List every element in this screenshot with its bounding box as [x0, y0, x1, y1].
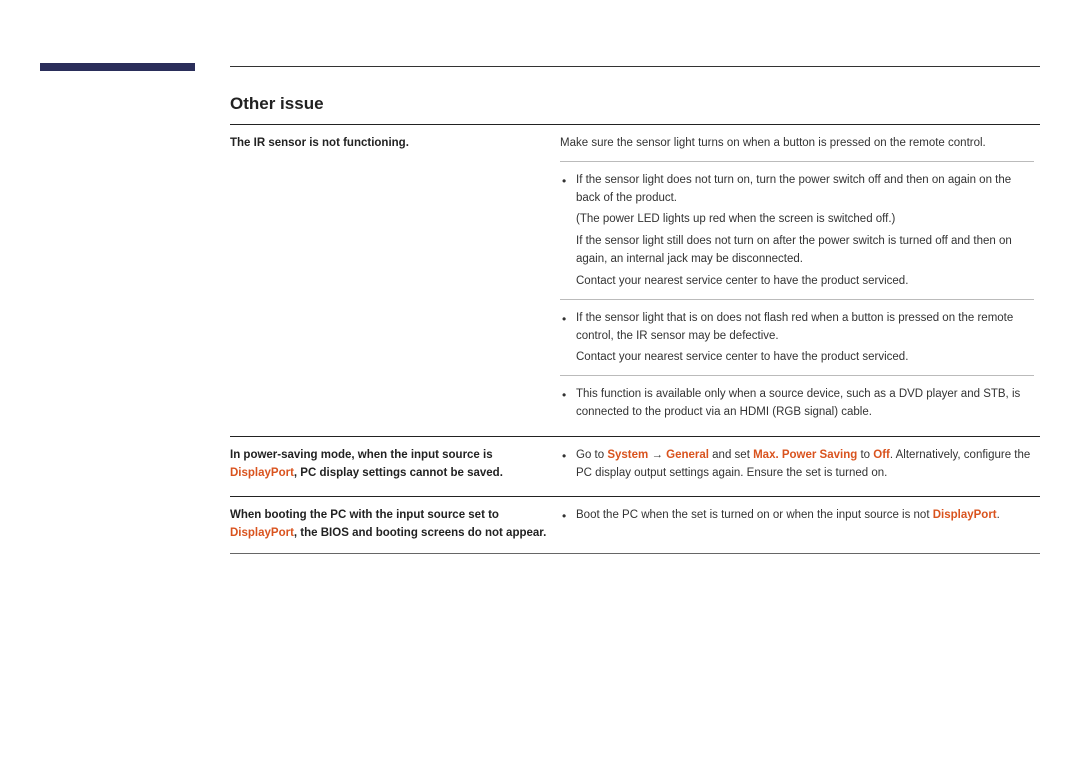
issue-label: The IR sensor is not functioning.: [230, 125, 560, 437]
label-text: In power-saving mode, when the input sou…: [230, 449, 493, 461]
arrow-text: →: [648, 449, 666, 461]
bullet-list: Go to System → General and set Max. Powe…: [560, 447, 1034, 483]
bullet-text: This function is available only when a s…: [576, 388, 1020, 418]
bullet-list: Boot the PC when the set is turned on or…: [560, 507, 1034, 525]
header-rule: [230, 66, 1040, 67]
label-text: , the BIOS and booting screens do not ap…: [294, 527, 546, 539]
solution-text: Contact your nearest service center to h…: [560, 349, 1034, 367]
bullet-list: If the sensor light does not turn on, tu…: [560, 172, 1034, 208]
section-title: Other issue: [230, 94, 1040, 114]
table-row: The IR sensor is not functioning. Make s…: [230, 125, 1040, 437]
solution-text: Make sure the sensor light turns on when…: [560, 135, 1034, 153]
highlight-text: DisplayPort: [230, 467, 294, 479]
bullet-text: Boot the PC when the set is turned on or…: [576, 509, 933, 521]
list-item: If the sensor light does not turn on, tu…: [560, 172, 1034, 208]
bullet-text: .: [997, 509, 1000, 521]
list-item: Boot the PC when the set is turned on or…: [560, 507, 1034, 525]
issue-label: When booting the PC with the input sourc…: [230, 497, 560, 554]
solution-subblock: If the sensor light does not turn on, tu…: [560, 161, 1034, 291]
troubleshoot-table: The IR sensor is not functioning. Make s…: [230, 124, 1040, 554]
header-accent-bar: [40, 63, 195, 71]
highlight-text: General: [666, 449, 709, 461]
bullet-text: If the sensor light that is on does not …: [576, 312, 1013, 342]
solution-text: If the sensor light still does not turn …: [560, 233, 1034, 269]
bullet-text: to: [857, 449, 873, 461]
table-row: When booting the PC with the input sourc…: [230, 497, 1040, 554]
page: Other issue The IR sensor is not functio…: [0, 0, 1080, 584]
solution-subblock: This function is available only when a s…: [560, 375, 1034, 422]
highlight-text: DisplayPort: [933, 509, 997, 521]
solution-subblock: If the sensor light that is on does not …: [560, 299, 1034, 367]
issue-label: In power-saving mode, when the input sou…: [230, 436, 560, 497]
issue-solution: Make sure the sensor light turns on when…: [560, 125, 1040, 437]
bullet-text: Go to: [576, 449, 607, 461]
bullet-list: If the sensor light that is on does not …: [560, 310, 1034, 346]
table-row: In power-saving mode, when the input sou…: [230, 436, 1040, 497]
bullet-text: If the sensor light does not turn on, tu…: [576, 174, 1011, 204]
issue-solution: Go to System → General and set Max. Powe…: [560, 436, 1040, 497]
label-text: , PC display settings cannot be saved.: [294, 467, 503, 479]
issue-solution: Boot the PC when the set is turned on or…: [560, 497, 1040, 554]
paren-note: (The power LED lights up red when the sc…: [560, 211, 1034, 229]
highlight-text: Off: [873, 449, 890, 461]
list-item: If the sensor light that is on does not …: [560, 310, 1034, 346]
bullet-list: This function is available only when a s…: [560, 386, 1034, 422]
highlight-text: Max. Power Saving: [753, 449, 857, 461]
bullet-text: and set: [709, 449, 753, 461]
highlight-text: DisplayPort: [230, 527, 294, 539]
content-area: Other issue The IR sensor is not functio…: [230, 94, 1040, 554]
solution-text: Contact your nearest service center to h…: [560, 273, 1034, 291]
list-item: Go to System → General and set Max. Powe…: [560, 447, 1034, 483]
highlight-text: System: [607, 449, 648, 461]
list-item: This function is available only when a s…: [560, 386, 1034, 422]
label-text: When booting the PC with the input sourc…: [230, 509, 499, 521]
